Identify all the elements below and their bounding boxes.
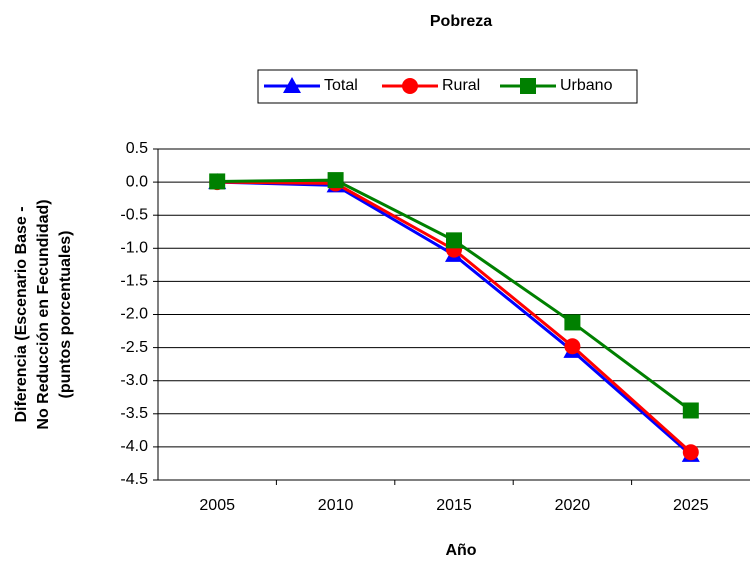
y-tick-label: -1.0 <box>120 240 148 257</box>
legend-marker <box>520 78 536 94</box>
data-point <box>564 314 581 331</box>
legend-marker <box>283 77 301 93</box>
data-point <box>564 338 581 355</box>
y-tick-label: -4.5 <box>120 471 148 488</box>
y-tick-label: -2.0 <box>120 306 148 323</box>
x-tick-label: 2010 <box>318 497 354 514</box>
y-tick-label: -3.5 <box>120 405 148 422</box>
legend-marker <box>402 78 418 94</box>
y-tick-label: 0.5 <box>126 140 148 157</box>
data-point <box>682 402 699 419</box>
y-tick-label: -4.0 <box>120 438 148 455</box>
legend-box <box>257 69 638 104</box>
y-tick-label: -1.5 <box>120 273 148 290</box>
data-point <box>327 172 344 189</box>
y-tick-label: -0.5 <box>120 206 148 223</box>
x-tick-label: 2015 <box>436 497 472 514</box>
legend-label: Total <box>324 77 358 94</box>
x-tick-label: 2005 <box>199 497 235 514</box>
data-point <box>209 173 226 190</box>
y-tick-label: 0.0 <box>126 173 148 190</box>
y-axis-title: No Reducción en Fecundidad) <box>35 199 52 429</box>
data-point <box>682 444 699 461</box>
legend-label: Rural <box>442 77 480 94</box>
series-line <box>217 180 692 454</box>
data-point <box>446 232 462 249</box>
x-tick-label: 2020 <box>555 497 591 514</box>
y-axis-title: (puntos porcentuales) <box>57 230 74 398</box>
legend-label: Urbano <box>560 77 613 94</box>
series-line <box>217 178 692 412</box>
y-tick-label: -2.5 <box>120 339 148 356</box>
chart-title: Pobreza <box>430 13 492 30</box>
x-axis-title: Año <box>445 542 476 559</box>
y-axis-title: Diferencia (Escenario Base - <box>13 206 30 422</box>
x-tick-label: 2025 <box>673 497 709 514</box>
y-tick-label: -3.0 <box>120 372 148 389</box>
